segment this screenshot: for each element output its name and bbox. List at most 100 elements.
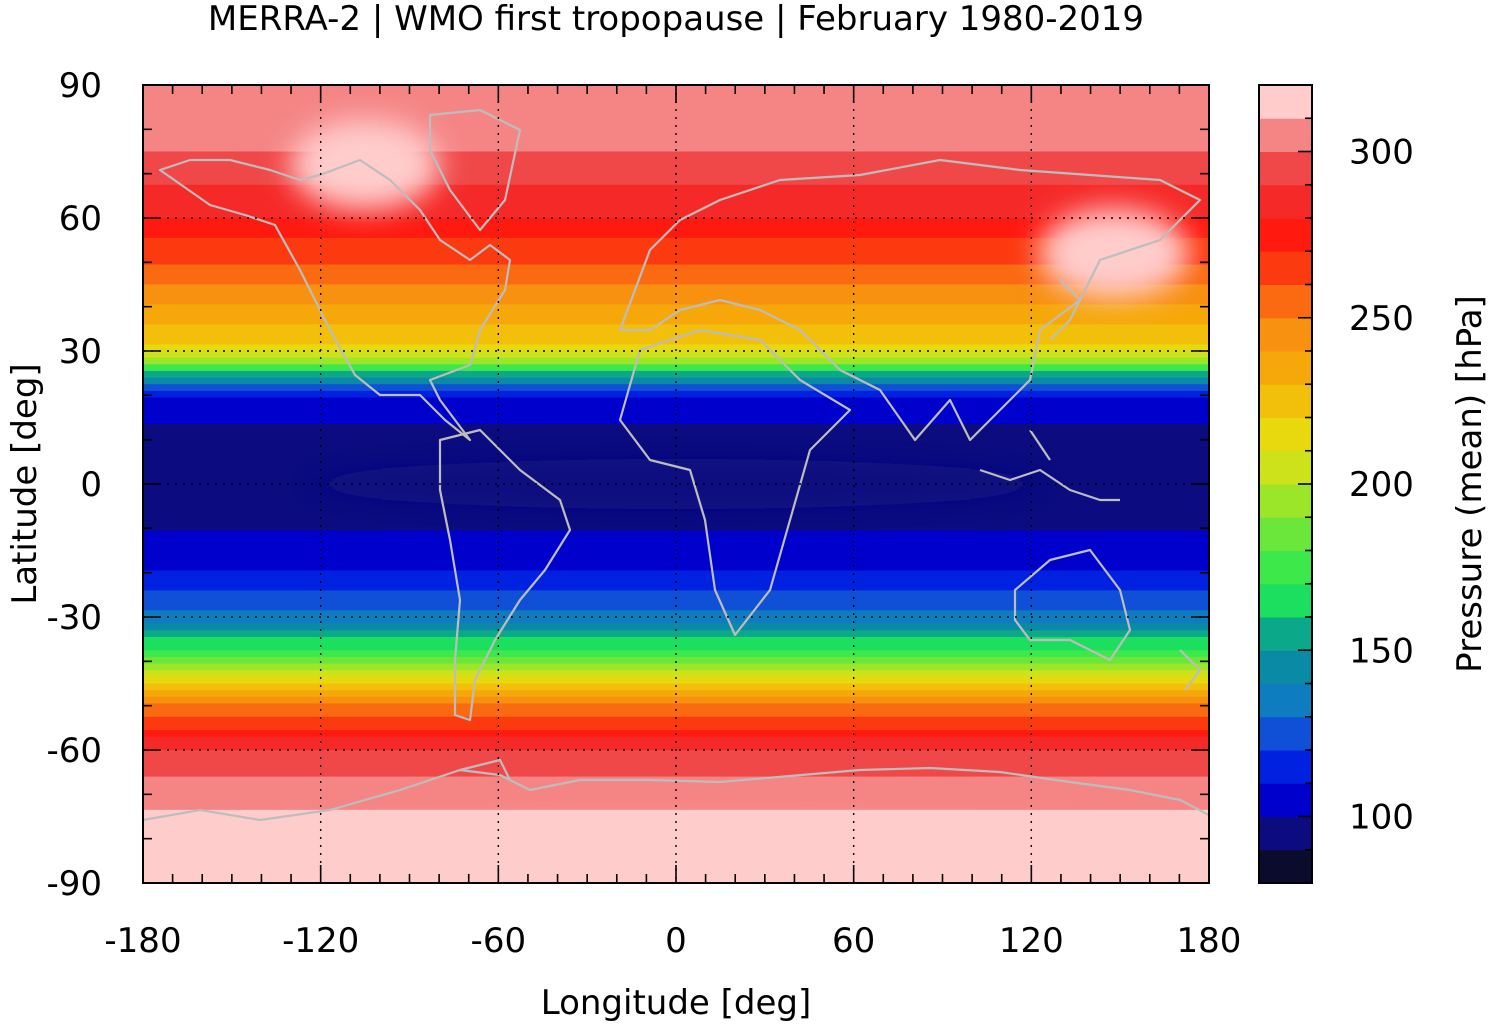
colorbar-swatch xyxy=(1259,151,1312,186)
coastline-japan xyxy=(1049,279,1082,341)
pressure-band xyxy=(143,198,1209,206)
y-tick-label: 90 xyxy=(59,66,102,106)
y-tick-label: -60 xyxy=(46,731,102,771)
map-panel xyxy=(143,85,1209,883)
colorbar-swatch xyxy=(1259,683,1312,718)
x-tick-label: 180 xyxy=(1177,921,1242,961)
pressure-band xyxy=(143,750,1209,758)
pressure-band xyxy=(143,237,1209,246)
x-tick-label: -180 xyxy=(104,921,181,961)
coastline-antarctic-peninsula xyxy=(459,758,511,781)
pressure-band xyxy=(143,357,1209,365)
pressure-band xyxy=(143,603,1209,611)
pressure-band xyxy=(143,670,1209,678)
pressure-band xyxy=(143,736,1209,744)
pressure-band xyxy=(143,563,1209,572)
colorbar-swatch xyxy=(1259,450,1312,485)
x-axis-label: Longitude [deg] xyxy=(541,983,812,1023)
pressure-band xyxy=(143,537,1209,545)
pressure-band xyxy=(143,124,1209,133)
pressure-band xyxy=(143,630,1209,638)
pressure-band xyxy=(143,696,1209,705)
colorbar-swatch xyxy=(1259,849,1312,884)
colorbar xyxy=(1259,85,1312,884)
pressure-band xyxy=(143,543,1209,552)
pressure-band xyxy=(143,344,1209,352)
pressure-band xyxy=(143,151,1209,159)
x-tick-label: -60 xyxy=(471,921,527,961)
colorbar-tick-label: 250 xyxy=(1349,299,1414,339)
y-tick-label: -30 xyxy=(46,598,102,638)
y-tick-label: -90 xyxy=(46,864,102,904)
pressure-band xyxy=(143,716,1209,724)
colorbar-swatch xyxy=(1259,118,1312,152)
pressure-band xyxy=(143,756,1209,764)
coastline-antarctica xyxy=(143,766,1209,822)
pressure-band xyxy=(143,271,1209,279)
coastline-eurasia xyxy=(618,158,1202,442)
coastline-greenland xyxy=(428,108,522,232)
coastline-australia xyxy=(1013,548,1132,662)
pressure-band xyxy=(143,317,1209,325)
colorbar-swatch xyxy=(1259,650,1312,684)
pressure-band xyxy=(143,118,1209,126)
pressure-band xyxy=(143,184,1209,192)
pressure-band xyxy=(143,437,1209,445)
pressure-band xyxy=(143,783,1209,791)
pressure-band xyxy=(143,643,1209,651)
pressure-band xyxy=(143,590,1209,598)
pressure-band xyxy=(143,444,1209,452)
colorbar-swatch xyxy=(1259,384,1312,418)
pressure-feature xyxy=(143,830,1209,883)
pressure-band xyxy=(143,244,1209,252)
pressure-band xyxy=(143,663,1209,671)
pressure-band xyxy=(143,723,1209,731)
pressure-band xyxy=(143,796,1209,804)
colorbar-swatch xyxy=(1259,417,1312,452)
pressure-band xyxy=(143,676,1209,685)
pressure-band xyxy=(143,656,1209,665)
pressure-band xyxy=(143,404,1209,412)
pressure-band xyxy=(143,636,1209,645)
pressure-feature xyxy=(1039,208,1190,299)
pressure-feature xyxy=(290,119,441,210)
pressure-band xyxy=(143,703,1209,711)
gridlines xyxy=(143,85,1209,883)
pressure-band xyxy=(143,277,1209,286)
pressure-band xyxy=(143,597,1209,605)
pressure-band xyxy=(143,324,1209,332)
pressure-band xyxy=(143,523,1209,532)
pressure-band xyxy=(143,550,1209,558)
pressure-band xyxy=(143,304,1209,312)
colorbar-tick-label: 300 xyxy=(1349,133,1414,173)
pressure-band xyxy=(143,224,1209,232)
pressure-band xyxy=(143,789,1209,798)
colorbar-swatch xyxy=(1259,184,1312,219)
coastline-south-america xyxy=(438,428,572,722)
pressure-feature xyxy=(302,459,1050,509)
pressure-band xyxy=(143,557,1209,565)
pressure-band xyxy=(143,144,1209,153)
pressure-band xyxy=(143,111,1209,119)
pressure-band xyxy=(143,164,1209,173)
colorbar-tick-label: 200 xyxy=(1349,465,1414,505)
colorbar-swatch xyxy=(1259,750,1312,784)
pressure-band xyxy=(143,617,1209,625)
colorbar-label: Pressure (mean) [hPa] xyxy=(1450,295,1490,673)
pressure-anomalies xyxy=(143,119,1209,883)
pressure-band xyxy=(143,424,1209,432)
pressure-band xyxy=(143,623,1209,631)
pressure-band xyxy=(143,823,1209,831)
pressure-band xyxy=(143,683,1209,691)
pressure-band xyxy=(143,231,1209,239)
pressure-band xyxy=(143,743,1209,751)
pressure-band xyxy=(143,510,1209,518)
colorbar-tick-labels: 100 150 200 250 300 xyxy=(1349,133,1414,838)
chart-title: MERRA-2 | WMO first tropopause | Februar… xyxy=(208,0,1144,39)
pressure-band xyxy=(143,171,1209,179)
x-tick-label: 120 xyxy=(999,921,1064,961)
x-tick-labels: -180 -120 -60 0 60 120 180 xyxy=(104,921,1241,961)
pressure-band xyxy=(143,311,1209,319)
pressure-band xyxy=(143,577,1209,585)
